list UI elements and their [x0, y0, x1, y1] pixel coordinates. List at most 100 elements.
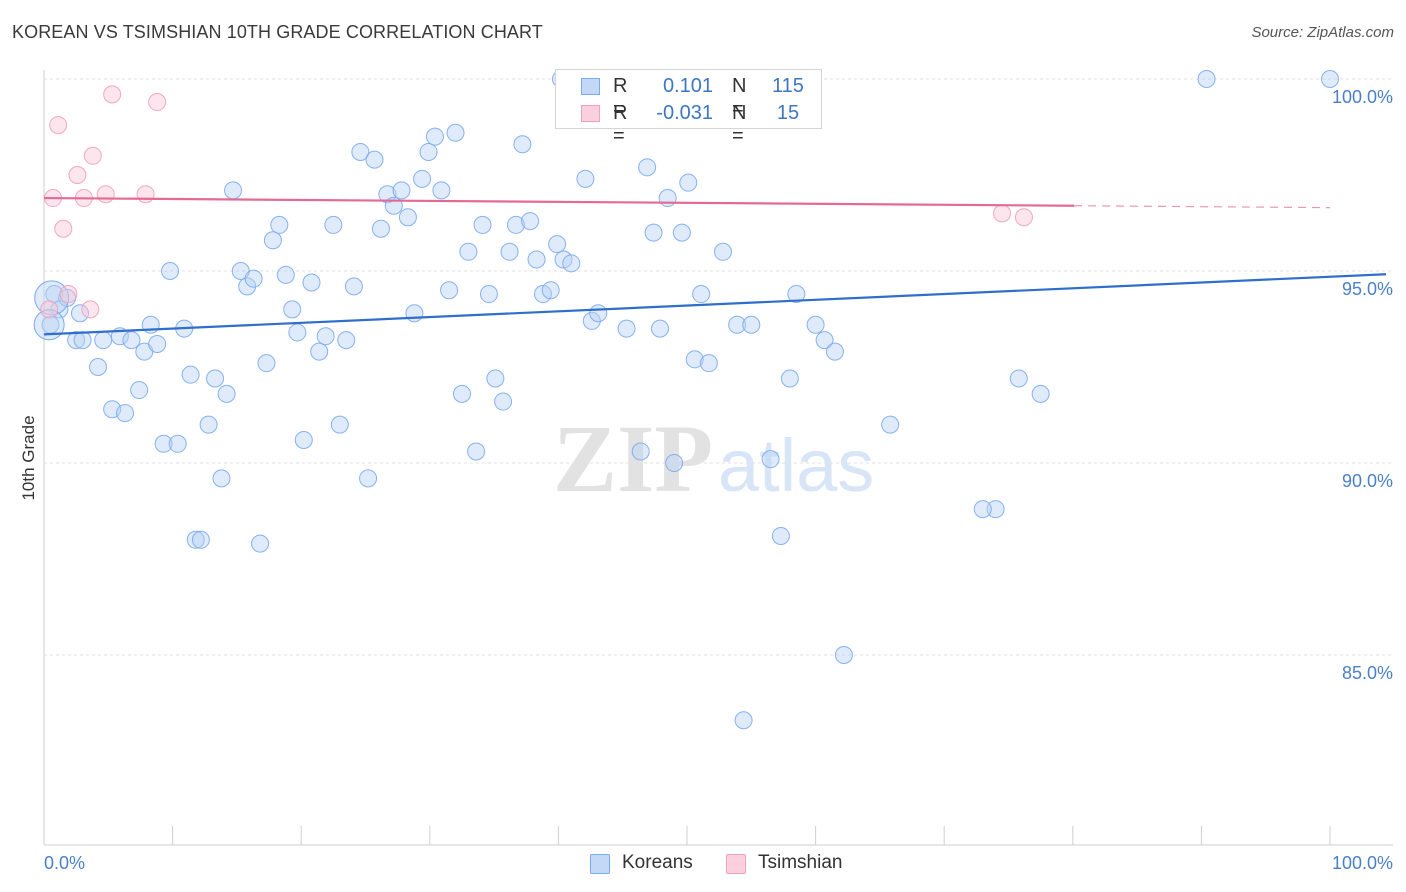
tsimshian-point-4	[59, 285, 78, 304]
koreans-point-95	[728, 315, 747, 334]
koreans-series	[33, 70, 1339, 730]
koreans-point-93	[699, 354, 718, 373]
koreans-cluster-point-0	[34, 280, 70, 316]
trend-lines	[43, 196, 1387, 336]
tsimshian-point-3	[54, 219, 73, 238]
y-tick-label-3: 85.0%	[1342, 663, 1393, 683]
koreans-point-109	[973, 500, 992, 519]
koreans-point-94	[714, 242, 733, 261]
watermark-zip: ZIP	[553, 405, 713, 512]
legend-n-value: 15	[776, 102, 800, 124]
tsimshian-point-12	[148, 93, 167, 112]
koreans-point-75	[541, 281, 560, 300]
koreans-point-73	[527, 250, 546, 269]
koreans-point-72	[521, 212, 540, 231]
koreans-point-113	[1321, 70, 1339, 88]
koreans-point-65	[473, 215, 492, 234]
koreans-point-32	[251, 534, 270, 553]
legend-r-value: 0.101	[662, 75, 713, 97]
koreans-point-30	[238, 277, 257, 296]
y-axis-label: 10th Grade	[19, 415, 38, 500]
legend-r-label: R =	[613, 102, 628, 147]
koreans-point-100	[771, 526, 790, 545]
koreans-point-110	[1009, 369, 1028, 388]
koreans-point-24	[199, 415, 218, 434]
koreans-point-49	[365, 150, 384, 169]
koreans-point-12	[122, 331, 141, 350]
bottom-legend-label-koreans: Koreans	[622, 852, 693, 873]
koreans-point-91	[685, 350, 704, 369]
koreans-point-7	[89, 358, 108, 376]
koreans-point-99	[761, 450, 780, 469]
koreans-point-17	[154, 434, 173, 453]
koreans-point-64	[467, 442, 486, 461]
legend-n-label: N =	[732, 75, 747, 120]
koreans-point-18	[161, 262, 180, 280]
legend-r-value: -0.031	[656, 102, 713, 124]
koreans-point-97	[742, 315, 761, 334]
koreans-point-78	[562, 254, 581, 273]
legend-r-label: R =	[613, 75, 628, 120]
tsimshian-point-0	[40, 300, 59, 319]
koreans-point-8	[94, 331, 113, 350]
source-label: Source: ZipAtlas.com	[1251, 24, 1394, 41]
koreans-point-19	[168, 434, 187, 453]
watermark-atlas: atlas	[718, 424, 874, 507]
tsimshian-point-9	[96, 185, 115, 204]
legend-n-label: N =	[732, 102, 747, 147]
koreans-point-69	[500, 242, 519, 261]
koreans-point-62	[452, 384, 471, 403]
koreans-point-80	[582, 311, 601, 330]
y-tick-label-1: 95.0%	[1342, 279, 1393, 299]
koreans-point-81	[589, 304, 608, 323]
koreans-point-38	[288, 323, 307, 342]
koreans-point-39	[294, 430, 313, 449]
koreans-point-88	[665, 454, 684, 472]
koreans-point-43	[324, 215, 343, 234]
grid-lines	[44, 78, 1393, 656]
koreans-point-61	[446, 123, 465, 142]
tsimshian-point-11	[136, 185, 155, 204]
koreans-point-83	[631, 442, 650, 461]
koreans-point-35	[270, 215, 289, 234]
y-tick-label-2: 90.0%	[1342, 471, 1393, 491]
legend-swatch-tsimshian	[581, 105, 600, 122]
koreans-point-68	[494, 392, 513, 411]
bottom-legend-label-tsimshian: Tsimshian	[758, 852, 843, 873]
chart-title: KOREAN VS TSIMSHIAN 10TH GRADE CORRELATI…	[12, 22, 543, 42]
koreans-point-50	[371, 219, 390, 238]
koreans-point-101	[780, 369, 799, 388]
koreans-point-28	[224, 181, 243, 200]
koreans-point-105	[825, 342, 844, 361]
x-ticks	[43, 826, 1331, 845]
koreans-point-104	[815, 331, 834, 350]
koreans-point-36	[276, 265, 295, 284]
koreans-point-34	[263, 231, 282, 250]
koreans-point-59	[432, 181, 451, 200]
koreans-point-108	[986, 500, 1005, 519]
koreans-point-47	[351, 142, 370, 161]
legend-swatch-koreans	[581, 78, 600, 95]
koreans-point-106	[834, 646, 853, 664]
koreans-point-45	[337, 331, 356, 350]
tsimshian-trend-extension	[1073, 205, 1331, 209]
koreans-point-79	[576, 169, 595, 188]
koreans-point-111	[1031, 384, 1050, 403]
koreans-point-60	[440, 281, 459, 300]
tsimshian-point-10	[103, 85, 122, 104]
x-tick-label-right: 100.0%	[1332, 853, 1393, 873]
koreans-point-11	[116, 404, 135, 423]
koreans-point-42	[316, 327, 335, 346]
koreans-point-33	[257, 354, 276, 373]
koreans-point-86	[650, 319, 669, 338]
y-tick-label-0: 100.0%	[1332, 87, 1393, 107]
koreans-point-57	[419, 142, 438, 161]
koreans-point-51	[378, 185, 397, 204]
koreans-point-112	[1197, 70, 1216, 88]
koreans-point-13	[130, 381, 149, 400]
koreans-point-31	[244, 269, 263, 288]
axes	[43, 70, 1393, 846]
tsimshian-trend-line	[43, 196, 1075, 207]
koreans-point-82	[617, 319, 636, 338]
